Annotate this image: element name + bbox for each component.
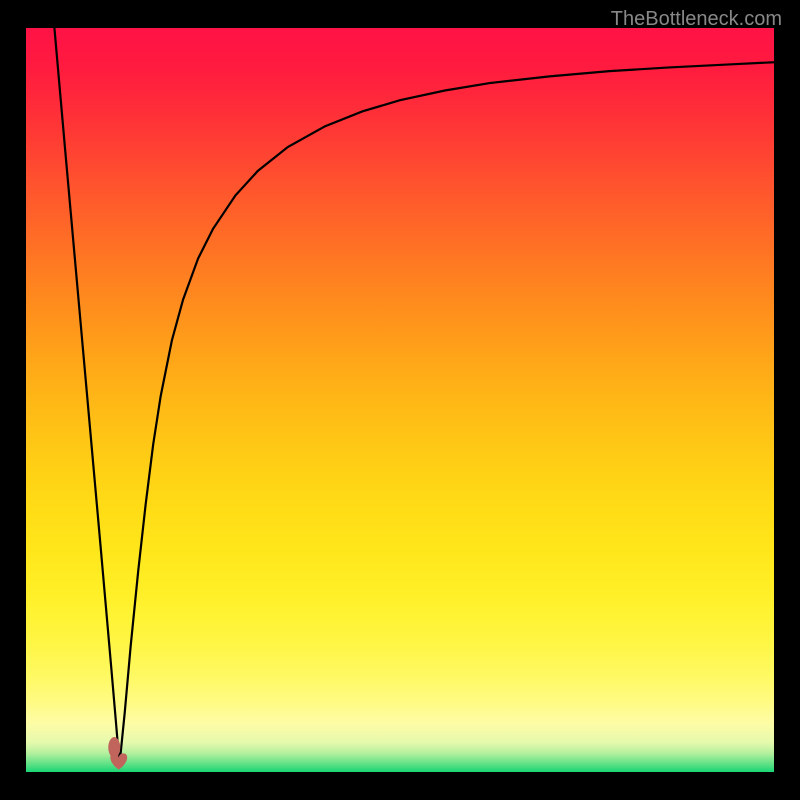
attribution-text: TheBottleneck.com xyxy=(611,8,782,31)
gradient-fill xyxy=(26,28,774,772)
bottleneck-chart xyxy=(26,28,774,772)
